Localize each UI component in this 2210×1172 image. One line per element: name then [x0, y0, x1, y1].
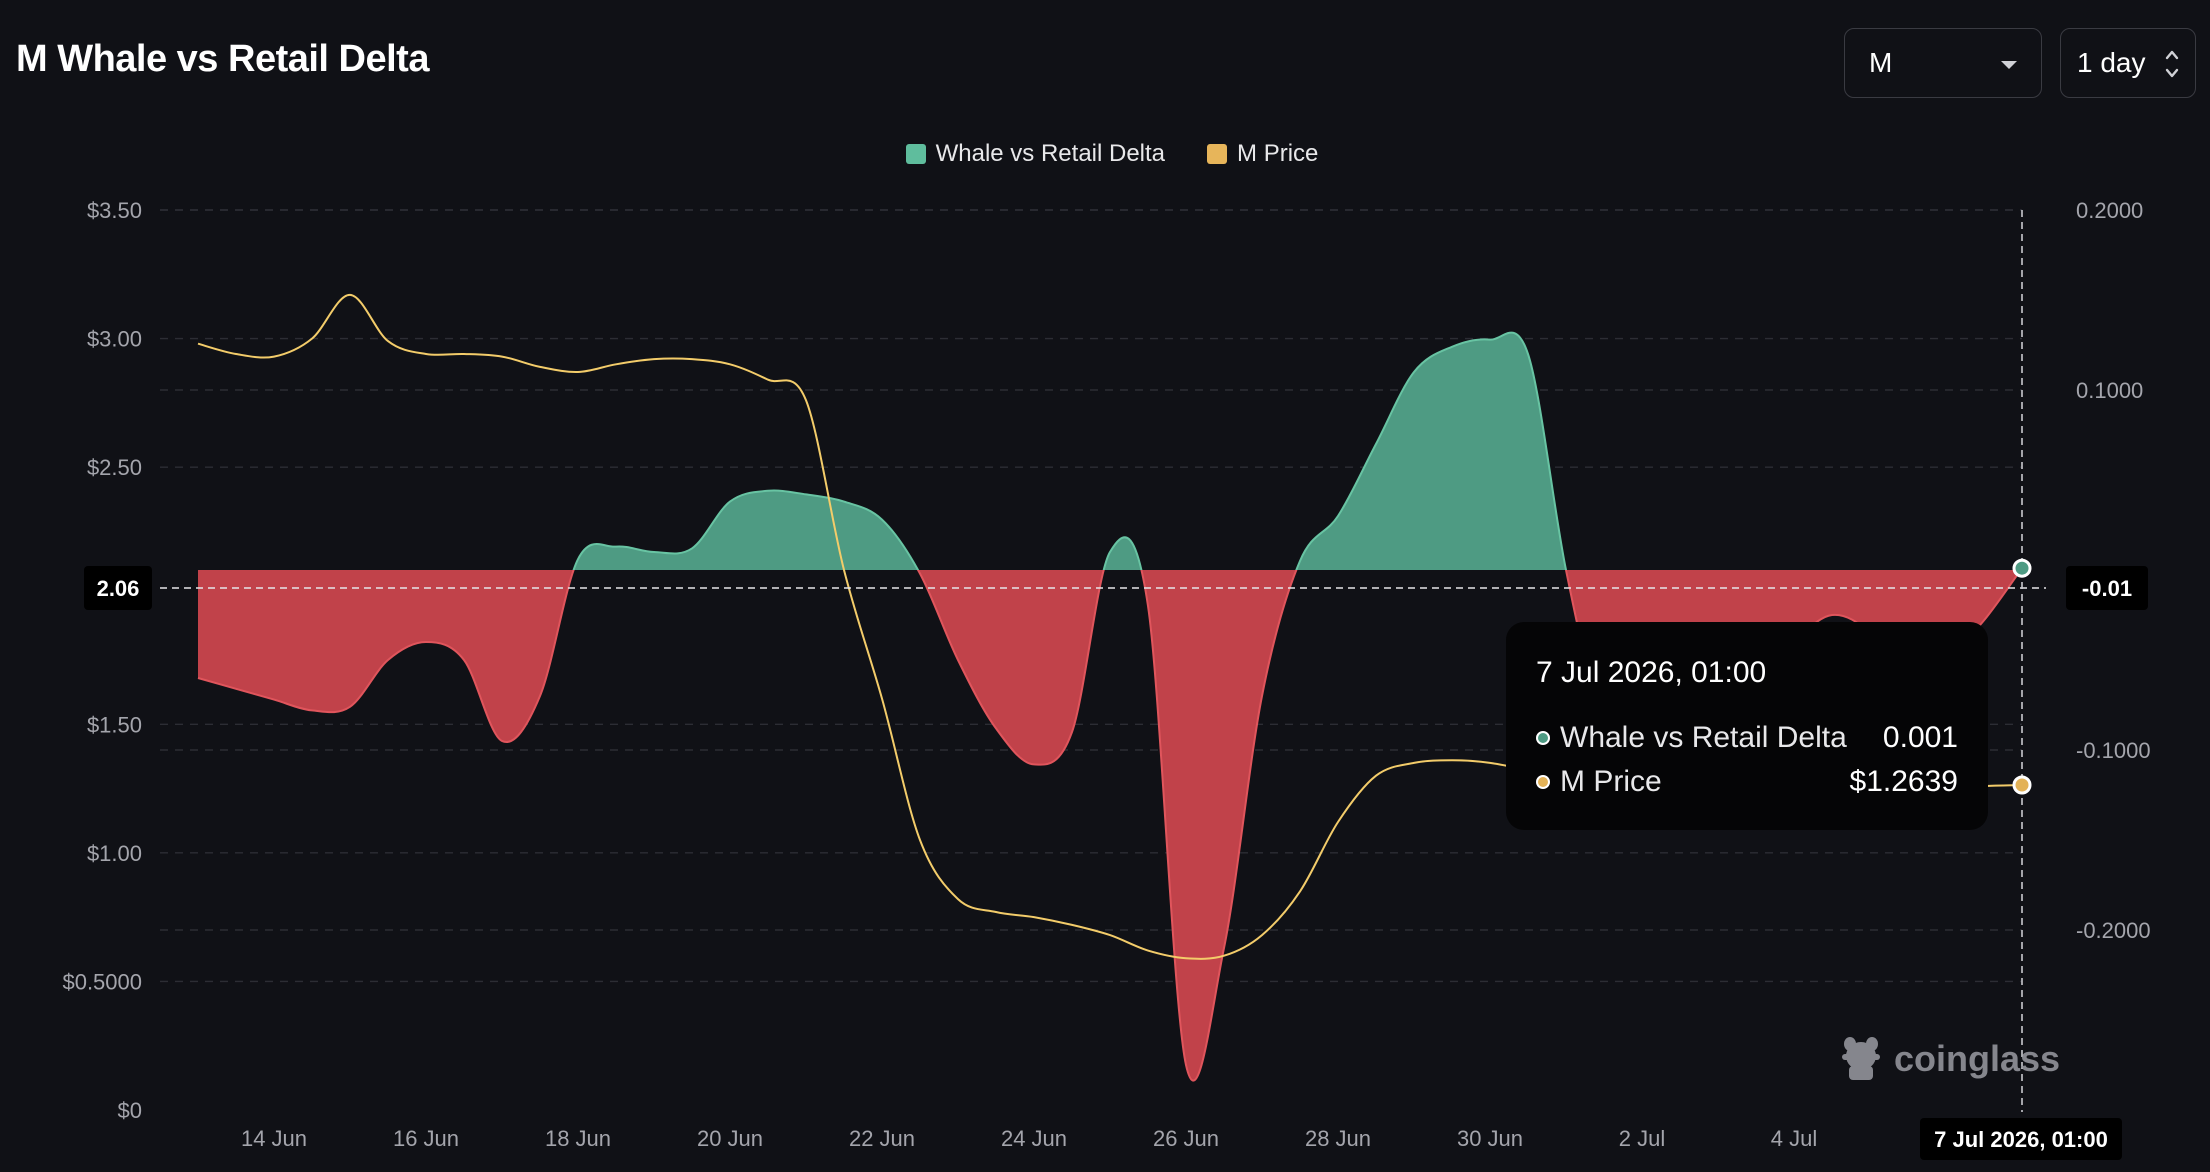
x-tick-label: 28 Jun: [1305, 1126, 1371, 1151]
legend-swatch-delta: [905, 144, 926, 164]
x-tick-label: 2 Jul: [1619, 1126, 1665, 1151]
tooltip-date: 7 Jul 2026, 01:00: [1536, 656, 1767, 689]
symbol-select-value: M: [1869, 47, 1893, 78]
tooltip-dot-delta: [1536, 731, 1550, 745]
x-tick-label: 30 Jun: [1457, 1126, 1523, 1151]
tooltip-row-price: M Price $1.2639: [1536, 760, 1958, 804]
price-end-point: [2012, 775, 2032, 795]
watermark-text: coinglass: [1894, 1038, 2061, 1079]
y-right-tick-label: -0.2000: [2076, 918, 2151, 943]
y-left-tick-label: $0: [118, 1098, 142, 1123]
crosshair-x-label: 7 Jul 2026, 01:00: [1934, 1127, 2108, 1152]
y-left-tick-label: $3.50: [87, 198, 142, 223]
x-tick-label: 16 Jun: [393, 1126, 459, 1151]
y-left-tick-label: $1.50: [87, 712, 142, 737]
x-tick-label: 4 Jul: [1771, 1126, 1817, 1151]
tooltip-row-delta: Whale vs Retail Delta 0.001: [1536, 716, 1958, 760]
crosshair-right-label: -0.01: [2082, 576, 2132, 601]
coinglass-logo-icon: [1842, 1037, 1880, 1080]
tooltip-dot-price: [1536, 775, 1550, 789]
legend-swatch-price: [1207, 144, 1228, 164]
chart-legend: Whale vs Retail Delta M Price: [0, 140, 2210, 168]
chevron-down-icon: [2001, 61, 2017, 69]
legend-label-price: M Price: [1237, 140, 1319, 167]
crosshair-right-label-bg: [2066, 566, 2148, 610]
tooltip-name-delta: Whale vs Retail Delta: [1560, 721, 1847, 754]
delta-end-point: [2012, 558, 2032, 578]
tooltip-value-delta: 0.001: [1882, 721, 1958, 754]
sort-arrows-icon: [2165, 47, 2179, 81]
y-left-tick-label: $0.5000: [62, 969, 142, 994]
x-tick-label: 24 Jun: [1001, 1126, 1067, 1151]
page-title: M Whale vs Retail Delta: [16, 38, 429, 80]
crosshair-x-label-bg: [1920, 1118, 2122, 1160]
interval-select-value: 1 day: [2077, 47, 2146, 78]
x-tick-label: 14 Jun: [241, 1126, 307, 1151]
crosshair-left-label-bg: [84, 566, 152, 610]
x-tick-label: 26 Jun: [1153, 1126, 1219, 1151]
y-left-tick-label: $2.50: [87, 455, 142, 480]
y-left-tick-label: $3.00: [87, 327, 142, 352]
legend-item-delta[interactable]: Whale vs Retail Delta: [905, 140, 1166, 168]
delta-area-negative: [198, 570, 2022, 1081]
symbol-select[interactable]: M: [1844, 28, 2042, 98]
interval-select[interactable]: 1 day: [2060, 28, 2196, 98]
x-tick-label: 20 Jun: [697, 1126, 763, 1151]
y-right-tick-label: 0.1000: [2076, 378, 2143, 403]
coinglass-watermark: coinglass: [1838, 1034, 2060, 1084]
tooltip-name-price: M Price: [1560, 765, 1662, 798]
y-right-tick-label: 0.2000: [2076, 198, 2143, 223]
chart-tooltip: 7 Jul 2026, 01:00 Whale vs Retail Delta …: [1506, 622, 1988, 830]
x-tick-label: 22 Jun: [849, 1126, 915, 1151]
legend-item-price[interactable]: M Price: [1207, 140, 1318, 168]
y-left-tick-label: $1.00: [87, 841, 142, 866]
tooltip-value-price: $1.2639: [1849, 765, 1958, 798]
crosshair-left-label: 2.06: [97, 576, 140, 601]
y-right-tick-label: -0.1000: [2076, 738, 2151, 763]
legend-label-delta: Whale vs Retail Delta: [935, 140, 1166, 167]
x-tick-label: 18 Jun: [545, 1126, 611, 1151]
